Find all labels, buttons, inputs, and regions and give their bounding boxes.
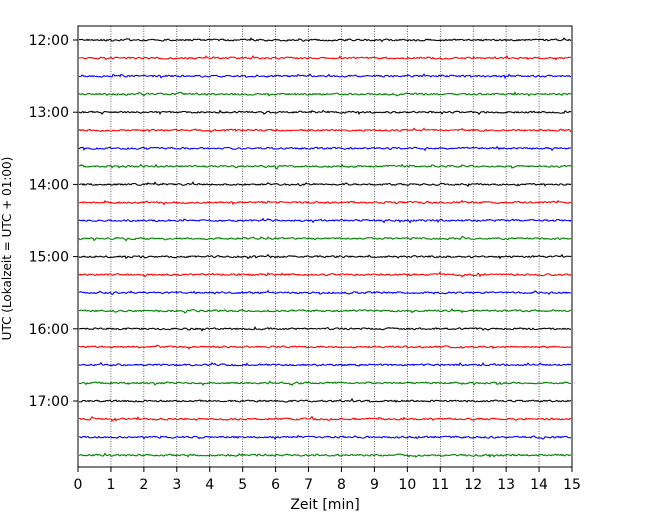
- seismogram-trace: [78, 326, 572, 332]
- seismogram-trace: [78, 452, 572, 459]
- x-ticks: 0 1 2 3 4 5 6 7 8 9 10 11 12 13 14 15: [74, 467, 581, 493]
- seismogram-trace: [78, 109, 572, 116]
- seismogram-trace: [78, 415, 572, 422]
- seismogram-trace: [78, 217, 572, 224]
- x-tick-label: 13: [497, 477, 515, 493]
- x-tick-label: 0: [74, 477, 83, 493]
- x-tick-label: 2: [139, 477, 148, 493]
- grid-lines: [110, 26, 540, 467]
- y-tick-label: 17:00: [29, 394, 69, 410]
- seismogram-trace: [78, 145, 572, 152]
- seismogram-trace: [78, 380, 572, 387]
- seismogram-trace: [78, 434, 572, 440]
- seismogram-trace: [78, 289, 572, 296]
- x-tick-label: 14: [530, 477, 548, 493]
- x-tick-label: 5: [238, 477, 247, 493]
- seismogram-trace: [78, 361, 572, 367]
- x-axis-label: Zeit [min]: [290, 497, 359, 513]
- x-tick-label: 11: [431, 477, 449, 493]
- y-tick-label: 15:00: [29, 250, 69, 266]
- seismogram-trace: [78, 308, 572, 314]
- x-tick-label: 9: [370, 477, 379, 493]
- x-tick-label: 6: [271, 477, 280, 493]
- x-tick-label: 1: [106, 477, 115, 493]
- seismogram-trace: [78, 163, 572, 170]
- trace-series: [78, 37, 572, 459]
- seismogram-trace: [78, 235, 572, 242]
- x-tick-label: 3: [172, 477, 181, 493]
- y-tick-label: 12:00: [29, 33, 69, 49]
- y-tick-label: 13:00: [29, 105, 69, 121]
- seismogram-trace: [78, 271, 572, 278]
- seismogram-trace: [78, 253, 572, 260]
- seismogram-trace: [78, 91, 572, 97]
- seismogram-trace: [78, 37, 572, 43]
- x-tick-label: 7: [304, 477, 313, 493]
- y-tick-label: 16:00: [29, 322, 69, 338]
- y-tick-label: 14:00: [29, 177, 69, 193]
- seismogram-trace: [78, 73, 572, 79]
- seismogram-trace: [78, 127, 572, 133]
- x-tick-label: 10: [398, 477, 416, 493]
- seismogram-trace: [78, 54, 572, 61]
- seismogram-trace: [78, 344, 572, 350]
- x-tick-label: 4: [205, 477, 214, 493]
- seismogram-trace: [78, 199, 572, 206]
- seismogram-trace: [78, 397, 572, 404]
- y-ticks: 12:00 13:00 14:00 15:00 16:00 17:00: [29, 33, 78, 410]
- x-tick-label: 8: [337, 477, 346, 493]
- y-axis-label: UTC (Lokalzeit = UTC + 01:00): [0, 157, 14, 341]
- x-tick-label: 12: [464, 477, 482, 493]
- x-tick-label: 15: [563, 477, 581, 493]
- plot-frame: [77, 25, 573, 468]
- seismogram-trace: [78, 181, 572, 188]
